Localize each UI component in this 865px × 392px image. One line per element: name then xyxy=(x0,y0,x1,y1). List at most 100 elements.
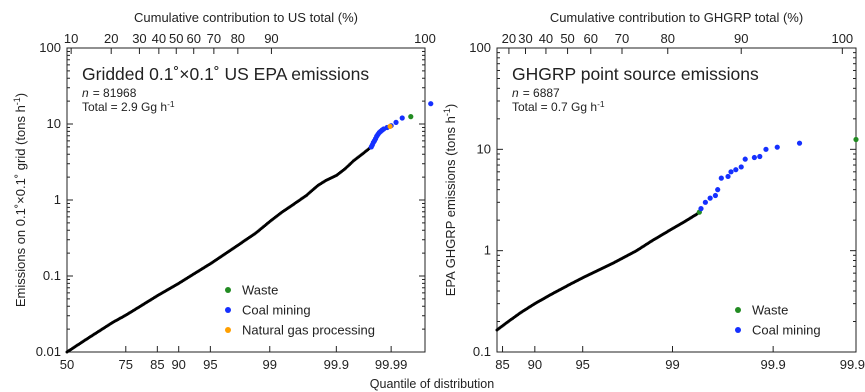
y-tick-label: 1 xyxy=(54,192,61,207)
x-axis: 85 90 95 99 99.9 99.99 xyxy=(495,346,865,372)
series-natural-gas-processing xyxy=(387,123,393,129)
y-tick-label: 0.01 xyxy=(36,344,61,359)
data-point-coal-mining xyxy=(393,119,399,125)
y-axis-label-close: ) xyxy=(443,104,458,108)
legend: Waste Coal mining xyxy=(735,303,821,338)
x-tick-label: 85 xyxy=(150,357,164,372)
legend-label: Coal mining xyxy=(242,303,311,318)
data-point-natural-gas-processing xyxy=(387,123,393,129)
x-tick-label: 50 xyxy=(60,357,74,372)
top-x-tick-label: 100 xyxy=(414,31,436,46)
legend-marker xyxy=(225,327,231,333)
y-axis: 0.1 1 10 100 xyxy=(469,40,856,359)
x-tick-label: 99 xyxy=(263,357,277,372)
total-label-exponent: -1 xyxy=(597,99,605,109)
distribution-points xyxy=(65,146,372,354)
data-point-coal-mining xyxy=(796,140,803,146)
y-axis-label-exponent: -1 xyxy=(442,108,452,116)
data-point-coal-mining xyxy=(742,156,748,162)
y-axis-label-exponent: -1 xyxy=(12,97,22,105)
x-tick-label: 75 xyxy=(119,357,133,372)
top-x-tick-label: 20 xyxy=(104,31,118,46)
total-label-exponent: -1 xyxy=(167,99,175,109)
y-tick-label: 100 xyxy=(39,40,61,55)
data-point-coal-mining xyxy=(728,169,734,175)
x-tick-label: 99.9 xyxy=(324,357,349,372)
data-point-coal-mining xyxy=(733,167,739,173)
y-tick-label: 10 xyxy=(47,116,61,131)
data-point-waste xyxy=(853,136,859,143)
top-x-tick-label: 100 xyxy=(831,31,853,46)
panel-title: Gridded 0.1˚×0.1˚ US EPA emissions xyxy=(82,64,369,84)
distribution-points xyxy=(495,212,699,332)
y-axis: 0.01 0.1 1 10 100 xyxy=(36,40,425,359)
y-axis-label: EPA GHGRP emissions (tons h-1) xyxy=(442,104,458,297)
y-tick-label: 0.1 xyxy=(473,344,491,359)
plot-frame xyxy=(496,47,857,353)
data-point-coal-mining xyxy=(763,146,769,152)
top-x-tick-label: 10 xyxy=(64,31,78,46)
data-point-coal-mining xyxy=(712,192,719,199)
data-point-coal-mining xyxy=(718,175,724,181)
legend-marker xyxy=(225,307,231,313)
top-x-tick-label: 40 xyxy=(539,31,553,46)
y-tick-label: 100 xyxy=(469,40,491,55)
top-x-tick-label: 90 xyxy=(734,31,748,46)
x-tick-label: 95 xyxy=(575,357,589,372)
data-point-coal-mining xyxy=(715,187,721,193)
data-point-coal-mining xyxy=(725,173,731,180)
y-axis-label-close: ) xyxy=(13,93,28,97)
data-point-coal-mining xyxy=(774,144,780,150)
legend-label: Waste xyxy=(752,303,788,318)
legend-label: Coal mining xyxy=(752,323,821,338)
sample-size-label: n = 6887 xyxy=(512,86,560,100)
y-axis-label-text: EPA GHGRP emissions (tons h xyxy=(443,116,458,296)
data-point-coal-mining xyxy=(707,195,713,201)
x-tick-label: 99 xyxy=(665,357,679,372)
data-point-coal-mining xyxy=(738,164,744,170)
top-x-tick-label: 80 xyxy=(661,31,675,46)
top-x-tick-label: 60 xyxy=(584,31,598,46)
x-axis: 50 75 85 90 95 99 99.9 99.99 xyxy=(60,346,407,372)
x-tick-label: 90 xyxy=(171,357,185,372)
y-tick-label: 1 xyxy=(484,243,491,258)
top-x-tick-label: 30 xyxy=(132,31,146,46)
top-x-tick-label: 60 xyxy=(186,31,200,46)
shared-x-axis-label: Quantile of distribution xyxy=(370,377,494,391)
top-x-tick-label: 80 xyxy=(231,31,245,46)
y-tick-label: 0.1 xyxy=(43,268,61,283)
top-x-axis: 20 30 40 50 60 70 80 90 100 Cumulative contributi… xyxy=(502,10,853,54)
x-tick-label: 99.99 xyxy=(840,357,865,372)
x-tick-label: 95 xyxy=(203,357,217,372)
sample-size-value: = 81968 xyxy=(93,86,137,100)
total-label: Total = 2.9 Gg h-1 xyxy=(82,99,175,114)
top-x-tick-label: 50 xyxy=(169,31,183,46)
data-point-coal-mining xyxy=(399,115,405,121)
top-x-tick-label: 70 xyxy=(207,31,221,46)
x-tick-label: 99.9 xyxy=(760,357,785,372)
top-x-tick-label: 30 xyxy=(518,31,532,46)
data-point-coal-mining xyxy=(428,101,434,107)
legend-label: Natural gas processing xyxy=(242,323,375,338)
panel-title: GHGRP point source emissions xyxy=(512,64,759,84)
sample-size-label: n = 81968 xyxy=(82,86,137,100)
series-coal-mining xyxy=(698,140,803,212)
legend-marker xyxy=(735,307,741,313)
top-x-tick-label: 20 xyxy=(502,31,516,46)
total-label: Total = 0.7 Gg h-1 xyxy=(512,99,605,114)
top-x-axis: 10 20 30 40 50 60 70 80 90 100 Cumulative contribu… xyxy=(64,10,436,54)
x-tick-label: 90 xyxy=(528,357,542,372)
legend-marker xyxy=(225,287,231,293)
series-waste xyxy=(408,114,414,120)
data-point-coal-mining xyxy=(751,154,757,161)
data-point-coal-mining xyxy=(702,199,708,205)
top-x-tick-label: 40 xyxy=(152,31,166,46)
x-tick-label: 85 xyxy=(495,357,509,372)
legend: Waste Coal mining Natural gas processing xyxy=(225,283,375,338)
y-axis-label-text: Emissions on 0.1˚×0.1˚ grid (tons h xyxy=(13,105,28,307)
data-point-coal-mining xyxy=(757,153,763,160)
sample-size-n: n xyxy=(512,86,519,100)
y-axis-label: Emissions on 0.1˚×0.1˚ grid (tons h-1) xyxy=(12,93,28,307)
